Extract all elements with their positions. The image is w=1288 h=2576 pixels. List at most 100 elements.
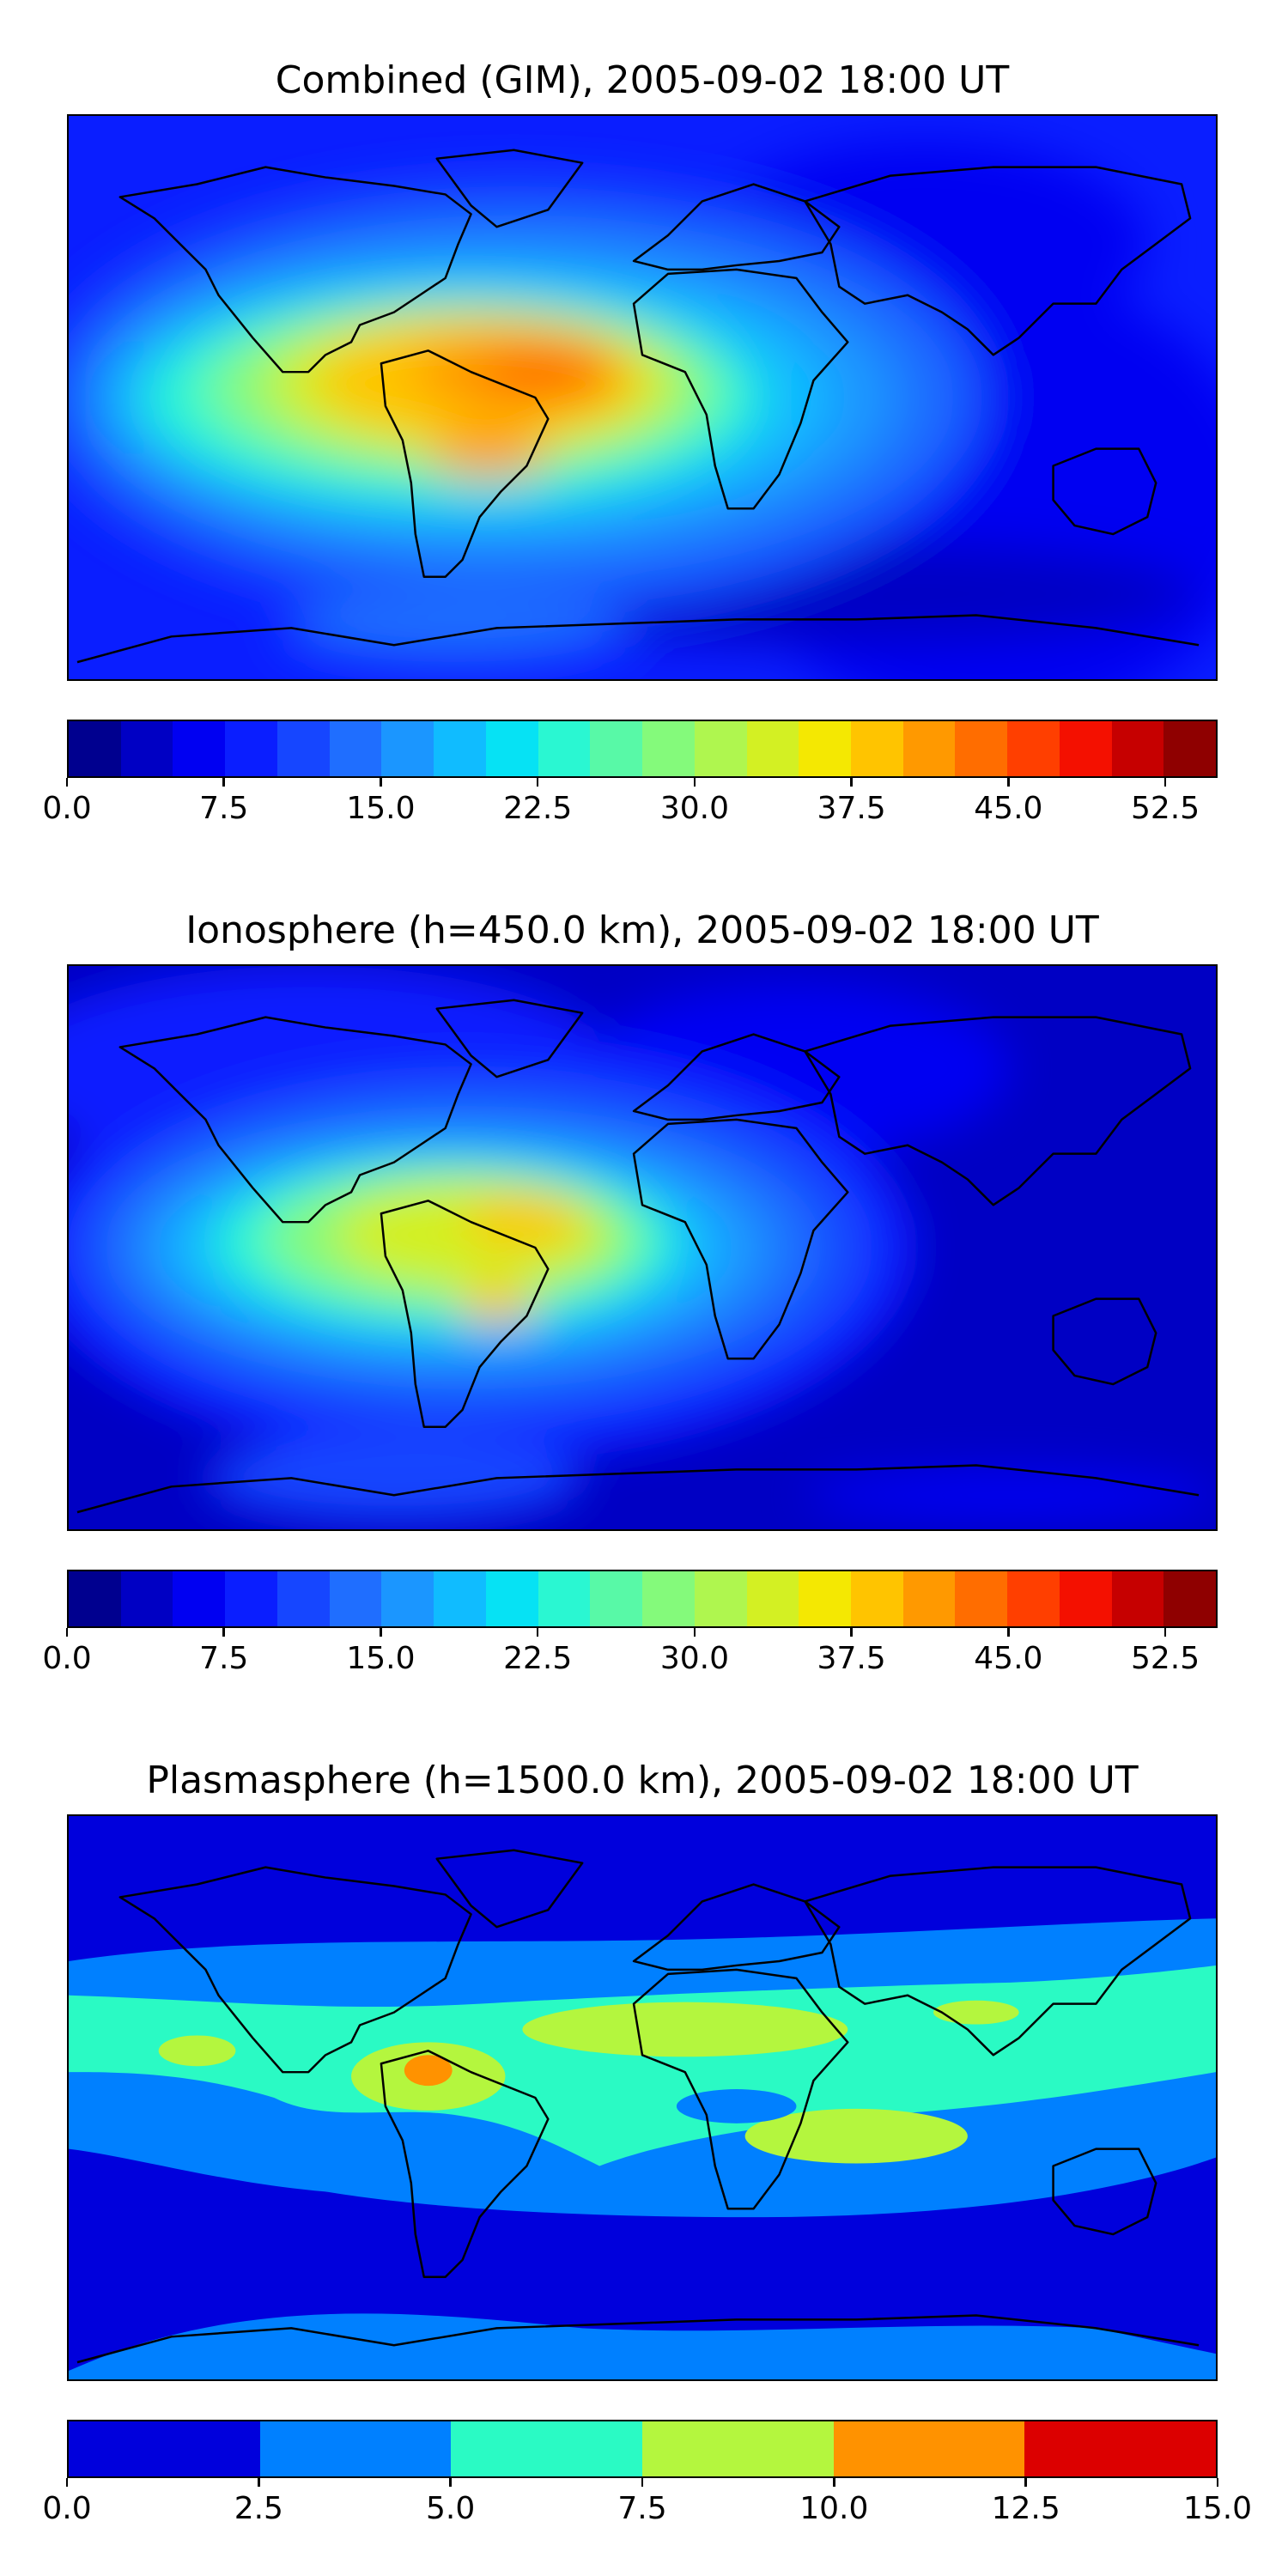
colorbar-segment — [833, 2421, 1025, 2476]
colorbar-segment — [694, 721, 747, 776]
colorbar-segment — [538, 1571, 591, 1626]
colorbar-tick-label: 45.0 — [974, 1641, 1043, 1676]
colorbar-tick-label: 7.5 — [199, 1641, 249, 1676]
southern-band-2-5-to-5 — [69, 2313, 1216, 2379]
coastline-australia — [1052, 1297, 1157, 1386]
colorbar-segment — [955, 721, 1008, 776]
coastline-africa — [632, 1968, 849, 2210]
colorbar-segment — [1111, 721, 1164, 776]
colorbar-tick — [850, 1628, 853, 1637]
plasmasphere-map — [69, 1816, 1216, 2379]
coastlines — [76, 999, 1200, 1514]
colorbar-tick — [449, 2478, 452, 2487]
panel-2-colorbar — [67, 1570, 1218, 1628]
colorbar-tick — [65, 778, 69, 787]
colorbar-tick — [693, 778, 696, 787]
colorbar-segment — [799, 1571, 852, 1626]
coastline-asia — [804, 1016, 1192, 1206]
colorbar-tick — [65, 2478, 69, 2487]
band-10-to-12-5-caribbean — [404, 2055, 453, 2087]
coastline-north-america — [118, 1016, 472, 1224]
colorbar-segment — [799, 721, 852, 776]
colorbar-tick-label: 37.5 — [817, 791, 886, 826]
panel-1-map — [67, 114, 1218, 681]
colorbar-segment — [851, 721, 903, 776]
colorbar-segment — [590, 1571, 643, 1626]
colorbar-segment — [851, 1571, 903, 1626]
coastline-australia — [1052, 447, 1157, 536]
coastline-africa — [632, 268, 849, 510]
colorbar-segment — [225, 1571, 277, 1626]
band-2-5-to-5-atlantic-patch — [676, 2089, 797, 2123]
colorbar-segment — [746, 1571, 799, 1626]
colorbar-segment — [538, 721, 591, 776]
colorbar-tick-label: 22.5 — [503, 1641, 573, 1676]
colorbar-tick — [65, 1628, 69, 1637]
coastline-australia — [1052, 2148, 1157, 2236]
colorbar-segment — [694, 1571, 747, 1626]
colorbar-tick-label: 2.5 — [234, 2491, 283, 2526]
colorbar-tick — [222, 1628, 225, 1637]
colorbar-tick-label: 52.5 — [1131, 791, 1200, 826]
colorbar-tick — [1163, 1628, 1167, 1637]
colorbar-segment — [225, 721, 277, 776]
colorbar-segment — [434, 1571, 486, 1626]
colorbar-segment — [902, 1571, 956, 1626]
colorbar-segment — [590, 721, 643, 776]
colorbar-segment — [451, 2421, 643, 2476]
colorbar-segment — [381, 721, 434, 776]
colorbar-tick — [641, 2478, 644, 2487]
combined-gim-map — [69, 116, 1216, 679]
panel-3-colorbar — [67, 2420, 1218, 2478]
panel-1-colorbar — [67, 720, 1218, 778]
colorbar-segment — [1059, 1571, 1112, 1626]
colorbar-segment — [259, 2421, 452, 2476]
colorbar-tick-label: 5.0 — [426, 2491, 476, 2526]
colorbar-segment — [485, 1571, 538, 1626]
colorbar-tick-label: 45.0 — [974, 791, 1043, 826]
colorbar-tick-label: 10.0 — [799, 2491, 869, 2526]
colorbar-segment — [1024, 2421, 1216, 2476]
colorbar-tick — [380, 1628, 382, 1637]
colorbar-segment — [1163, 721, 1216, 776]
band-7-5-to-10-west — [158, 2035, 236, 2067]
colorbar-segment — [329, 721, 382, 776]
colorbar-tick — [1163, 778, 1167, 787]
coastline-south-america — [380, 349, 550, 578]
colorbar-segment — [1007, 1571, 1060, 1626]
colorbar-segment — [642, 721, 695, 776]
colorbar-tick-label: 0.0 — [42, 2491, 92, 2526]
colorbar-tick-label: 30.0 — [659, 791, 729, 826]
coastline-antarctica — [76, 614, 1200, 664]
colorbar-segment — [173, 721, 226, 776]
band-7-5-to-10-asia — [933, 2000, 1019, 2025]
colorbar-tick-label: 15.0 — [346, 1641, 416, 1676]
band-7-5-to-10-africa — [522, 2002, 848, 2057]
coastline-south-america — [380, 2050, 550, 2278]
colorbar-segment — [642, 1571, 695, 1626]
colorbar-tick — [536, 1628, 539, 1637]
colorbar-segment — [120, 721, 173, 776]
colorbar-tick — [258, 2478, 260, 2487]
colorbar-tick-label: 37.5 — [817, 1641, 886, 1676]
coastlines — [76, 149, 1200, 664]
panel-2-title: Ionosphere (h=450.0 km), 2005-09-02 18:0… — [185, 908, 1099, 952]
coastline-south-america — [380, 1200, 550, 1428]
colorbar-segment — [69, 2421, 260, 2476]
colorbar-segment — [381, 1571, 434, 1626]
colorbar-tick — [222, 778, 225, 787]
coastline-antarctica — [76, 2314, 1200, 2364]
colorbar-tick-label: 0.0 — [42, 1641, 92, 1676]
colorbar-segment — [1163, 1571, 1216, 1626]
colorbar-segment — [1059, 721, 1112, 776]
colorbar-segment — [642, 2421, 834, 2476]
coastline-north-america — [118, 166, 472, 374]
colorbar-segment — [902, 721, 956, 776]
coastline-europe — [632, 1883, 841, 1971]
coastline-antarctica — [76, 1464, 1200, 1514]
coastline-europe — [632, 183, 841, 271]
colorbar-segment — [276, 1571, 330, 1626]
coastline-europe — [632, 1033, 841, 1121]
colorbar-segment — [69, 721, 121, 776]
colorbar-segment — [120, 1571, 173, 1626]
